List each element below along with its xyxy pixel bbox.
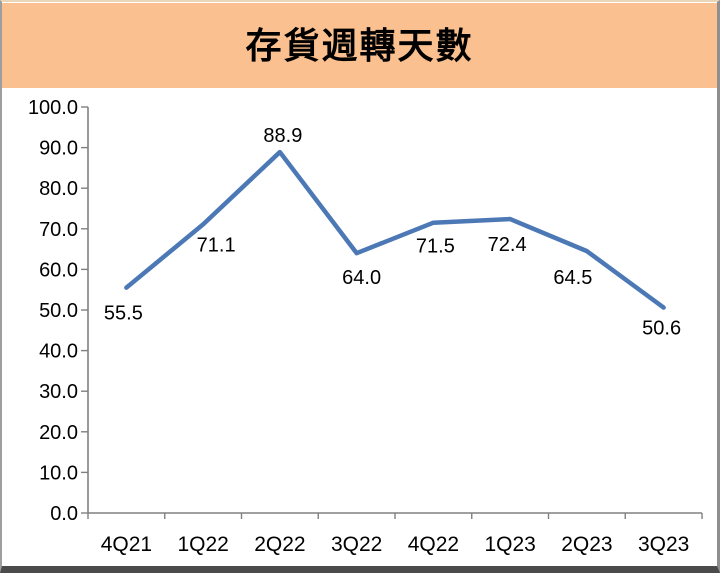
- x-axis-category-label: 4Q21: [101, 533, 152, 556]
- chart-title-banner: 存貨週轉天數: [2, 3, 717, 88]
- y-axis-tick-label: 80.0: [39, 178, 78, 200]
- data-point-label: 64.0: [342, 267, 381, 289]
- data-point-label: 71.5: [416, 236, 455, 258]
- y-axis-tick-label: 50.0: [39, 300, 78, 322]
- y-axis-tick-label: 10.0: [39, 462, 78, 484]
- x-axis-category-label: 1Q22: [177, 533, 228, 556]
- x-axis-category-label: 4Q22: [408, 533, 459, 556]
- y-axis-tick-label: 90.0: [39, 138, 78, 160]
- data-point-label: 72.4: [488, 234, 527, 256]
- y-axis-tick-label: 100.0: [28, 97, 78, 119]
- x-axis-category-label: 2Q23: [561, 533, 612, 556]
- data-point-label: 64.5: [553, 267, 592, 289]
- y-axis-tick-label: 70.0: [39, 219, 78, 241]
- chart-title: 存貨週轉天數: [245, 24, 474, 66]
- x-axis-category-label: 1Q23: [484, 533, 535, 556]
- line-chart: 0.0 10.0 20.0 30.0 40.0 50.0 60.0 70.0 80.0 90.0 1…: [28, 97, 703, 556]
- data-point-label: 71.1: [197, 234, 236, 256]
- x-axis-category-label: 3Q23: [638, 533, 689, 556]
- data-point-label: 88.9: [263, 125, 302, 147]
- y-axis-tick-label: 30.0: [39, 381, 78, 403]
- data-point-label: 55.5: [104, 303, 143, 325]
- x-axis-category-label: 3Q22: [331, 533, 382, 556]
- data-point-label: 50.6: [642, 318, 681, 340]
- chart-plot-area: 0.0 10.0 20.0 30.0 40.0 50.0 60.0 70.0 80.0 90.0 1…: [28, 97, 703, 556]
- y-axis-tick-label: 40.0: [39, 341, 78, 363]
- series-line: [124, 149, 666, 310]
- y-axis-tick-label: 60.0: [39, 259, 78, 281]
- x-axis-category-label: 2Q22: [254, 533, 305, 556]
- y-axis-tick-label: 20.0: [39, 422, 78, 444]
- y-axis-tick-label: 0.0: [50, 503, 78, 525]
